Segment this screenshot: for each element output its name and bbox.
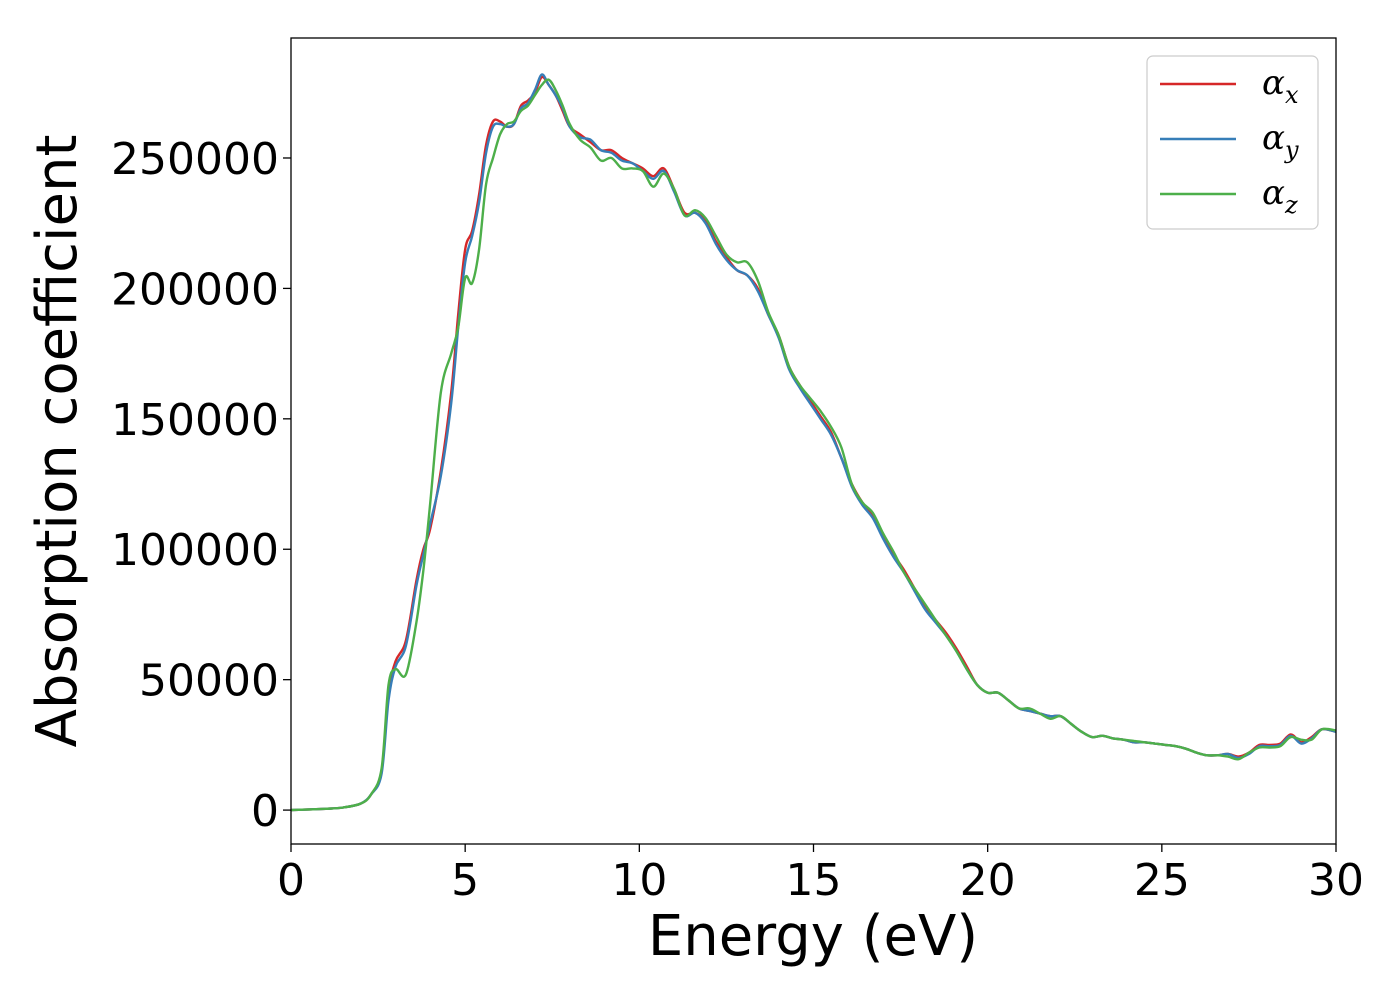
- y-tick-label: 200000: [111, 264, 279, 315]
- plot-series: [290, 73, 1337, 812]
- series-line-z: [290, 78, 1337, 812]
- legend-label-z: αz: [1262, 173, 1298, 219]
- y-axis-title: Absorption coefficient: [25, 135, 90, 748]
- y-tick-label: 100000: [111, 525, 279, 576]
- x-tick-label: 30: [1308, 855, 1364, 906]
- x-tick-label: 20: [960, 855, 1016, 906]
- legend-label-x: αx: [1262, 63, 1299, 109]
- x-tick-label: 25: [1134, 855, 1190, 906]
- x-tick-label: 15: [786, 855, 842, 906]
- y-tick-label: 50000: [139, 656, 279, 707]
- y-tick-label: 250000: [111, 134, 279, 185]
- legend: αx αy αz: [1146, 55, 1319, 230]
- x-tick-label: 10: [611, 855, 667, 906]
- x-axis: 0 5 10 15 20 25 30: [277, 844, 1364, 906]
- y-tick-label: 0: [251, 786, 279, 837]
- y-tick-label: 150000: [111, 395, 279, 446]
- x-tick-label: 5: [451, 855, 479, 906]
- legend-label-y: αy: [1262, 118, 1299, 164]
- x-axis-title: Energy (eV): [648, 904, 978, 969]
- legend-box: [1146, 55, 1319, 230]
- y-axis: 0 50000 100000 150000 200000 250000: [111, 134, 291, 837]
- x-tick-label: 0: [277, 855, 305, 906]
